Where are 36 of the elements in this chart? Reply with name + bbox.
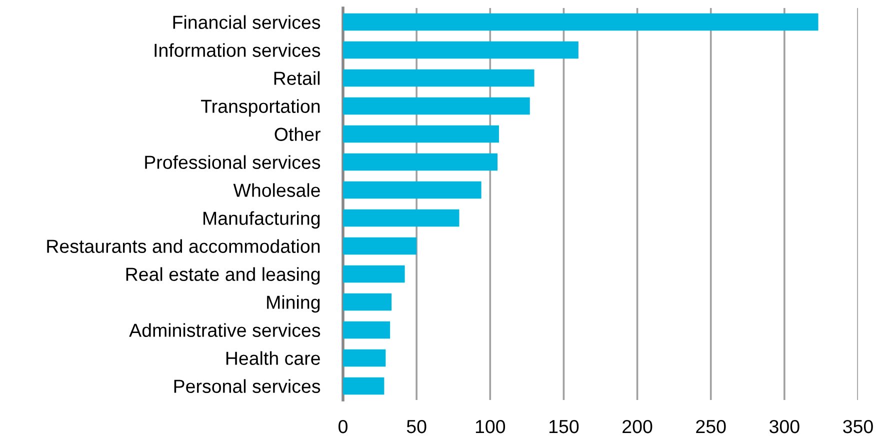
y-tick-label: Restaurants and accommodation (47, 239, 320, 253)
x-tick-label: 350 (843, 420, 873, 434)
y-tick-label: Administrative services (129, 323, 320, 337)
bar (343, 349, 386, 367)
bar (343, 153, 498, 171)
y-tick-label: Financial services (173, 15, 320, 29)
y-tick-label: Health care (226, 351, 320, 365)
y-tick-label: Information services (154, 43, 320, 57)
x-tick-label: 300 (770, 420, 800, 434)
y-tick-label: Retail (274, 71, 320, 85)
y-tick-label: Manufacturing (204, 211, 320, 229)
y-tick-label: Real estate and leasing (126, 267, 320, 285)
bar (343, 125, 499, 143)
y-tick-label: Wholesale (233, 183, 320, 197)
x-tick-label: 200 (622, 420, 652, 434)
y-tick-label: Other (274, 127, 320, 141)
bar (343, 97, 530, 115)
bar (343, 69, 534, 87)
y-tick-label: Personal services (174, 379, 320, 393)
x-tick-label: 250 (696, 420, 726, 434)
y-tick-label: Mining (267, 295, 320, 313)
bar (343, 181, 482, 199)
bar (343, 209, 460, 227)
bar (343, 293, 392, 311)
y-tick-label: Transportation (201, 99, 320, 117)
bar (343, 265, 405, 283)
y-tick-label: Professional services (145, 155, 320, 169)
x-tick-label: 150 (550, 420, 579, 434)
bar (343, 41, 578, 59)
bar (343, 321, 390, 339)
bar (343, 377, 384, 395)
x-tick-label: 50 (406, 420, 426, 434)
x-tick-label: 100 (476, 420, 506, 434)
bar (343, 237, 417, 255)
x-tick-label: 0 (338, 420, 348, 434)
bar (343, 13, 818, 31)
